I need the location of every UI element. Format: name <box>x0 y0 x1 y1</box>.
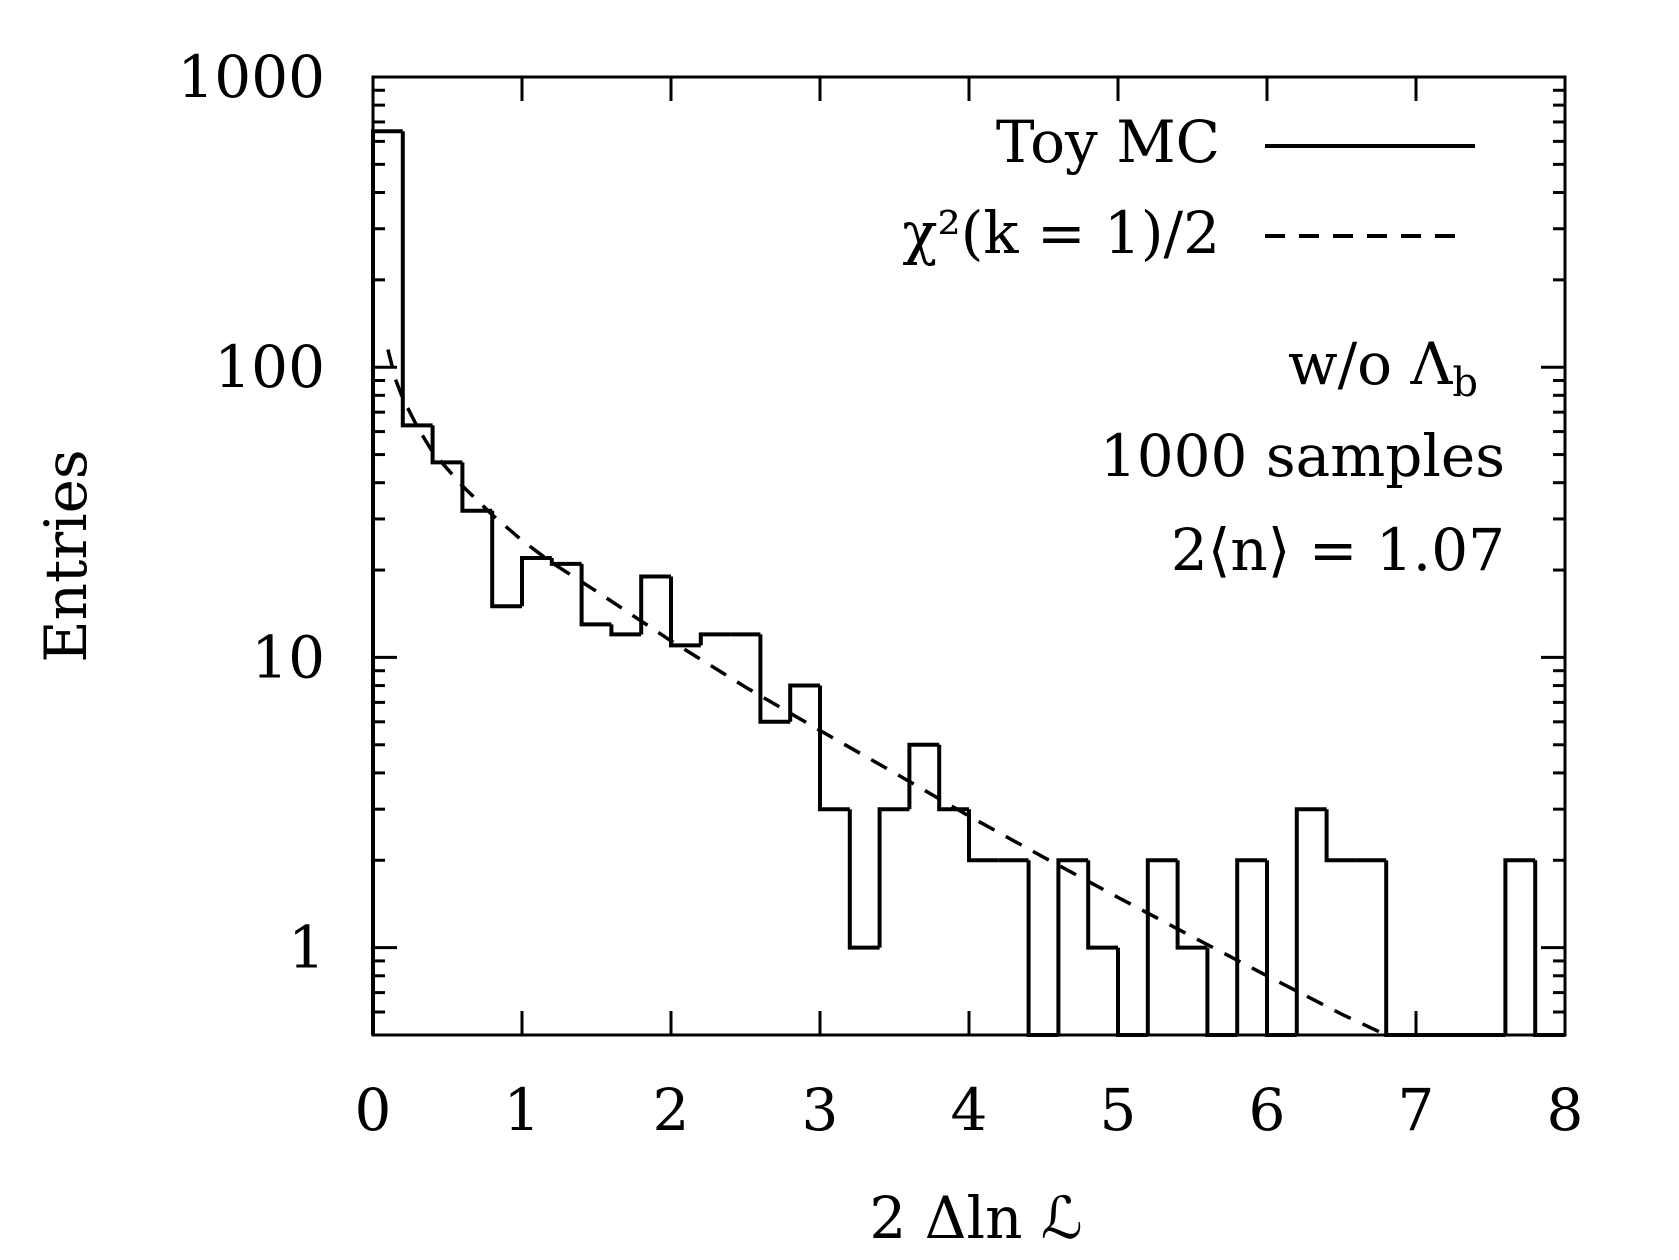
histogram-bin <box>1235 858 1267 1035</box>
y-tick-labels: 1 10 100 1000 <box>177 43 325 982</box>
x-tick-label: 2 <box>653 1076 690 1144</box>
histogram-bin <box>609 624 642 637</box>
info-dataset-subscript: b <box>1452 360 1478 406</box>
histogram-bin <box>549 558 582 566</box>
info-samples: 1000 samples <box>1100 422 1505 490</box>
y-axis-title: Entries <box>32 449 100 662</box>
histogram-bin <box>1324 809 1357 863</box>
info-mean: 2⟨n⟩ = 1.07 <box>1171 516 1505 584</box>
histogram-bin <box>967 809 999 863</box>
histogram-bin <box>698 632 731 646</box>
histogram-bin <box>1056 858 1089 1035</box>
legend: Toy MC χ²(k = 1)/2 <box>902 108 1475 267</box>
legend-label-chi2: χ²(k = 1)/2 <box>902 199 1220 267</box>
x-tick-label: 1 <box>504 1076 541 1144</box>
info-dataset-main: w/o Λ <box>1288 330 1454 398</box>
histogram-bin <box>1086 860 1118 950</box>
histogram-bin <box>639 574 671 635</box>
histogram-bin <box>579 563 612 627</box>
histogram-bin <box>1026 860 1059 1037</box>
x-tick-label: 0 <box>355 1076 392 1144</box>
histogram-bin <box>430 425 463 465</box>
y-tick-label: 100 <box>214 333 325 401</box>
histogram-bin <box>400 131 433 428</box>
y-tick-label: 1000 <box>177 43 325 111</box>
histogram-bin <box>490 510 522 609</box>
histogram-bin <box>1175 860 1208 950</box>
histogram-bin <box>937 744 969 812</box>
x-tick-label: 5 <box>1100 1076 1137 1144</box>
histogram-bin <box>460 462 493 513</box>
y-tick-label: 1 <box>288 914 325 982</box>
histogram-bin <box>1503 858 1536 1035</box>
histogram-bin <box>1116 947 1148 1037</box>
info-dataset: w/o Λb <box>1288 330 1478 406</box>
histogram-bin <box>847 809 880 950</box>
histogram-bin <box>758 634 791 724</box>
x-tick-labels: 0 1 2 3 4 5 6 7 8 <box>355 1076 1584 1144</box>
histogram-bin <box>1384 860 1416 1037</box>
legend-label-toy-mc: Toy MC <box>996 108 1220 176</box>
x-tick-label: 4 <box>951 1076 988 1144</box>
histogram-bin <box>1205 947 1238 1037</box>
x-tick-label: 3 <box>802 1076 839 1144</box>
histogram-bin <box>520 556 552 607</box>
x-axis-title: 2 Δln ℒ <box>869 1184 1082 1252</box>
x-tick-label: 7 <box>1398 1076 1435 1144</box>
info-box: w/o Λb 1000 samples 2⟨n⟩ = 1.07 <box>1100 330 1505 584</box>
histogram-bin <box>907 742 940 810</box>
histogram-bin <box>669 576 701 648</box>
plot-frame <box>371 75 1567 1037</box>
histogram-bin <box>1265 860 1297 1037</box>
histogram-bin <box>788 683 820 722</box>
histogram-bin <box>1294 807 1327 1035</box>
x-tick-label: 6 <box>1249 1076 1286 1144</box>
histogram-bin <box>1145 858 1178 1035</box>
histogram-bin <box>877 807 910 948</box>
histogram-bin <box>818 685 850 812</box>
y-tick-label: 10 <box>251 623 325 691</box>
x-tick-label: 8 <box>1547 1076 1584 1144</box>
histogram-bin <box>371 129 403 1035</box>
